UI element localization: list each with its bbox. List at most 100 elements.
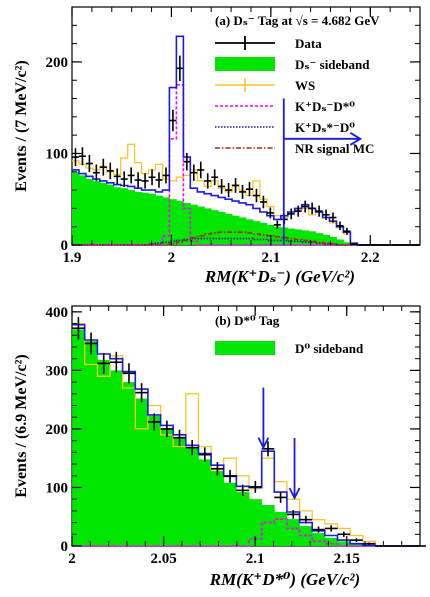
- panel-0-sideband-bar: [343, 242, 351, 245]
- panel-b-axis-ticks: 2 2.05 2.1 2.15 0 100 200 300 400: [46, 305, 421, 567]
- panel-b-annotation-arrows: [257, 387, 301, 501]
- panel-1-x-tick-label: 2.15: [334, 551, 360, 567]
- panel-0-sideband-bar: [266, 224, 275, 245]
- panel-0-sideband-bar: [232, 215, 240, 245]
- panel-a-legend: Data Dₛ⁻ sideband WS K⁺Dₛ⁻D*⁰ K⁺Dₛ*⁻D⁰ NR sig…: [215, 36, 374, 156]
- panel-a-ylabel: Events / (7 MeV/c²): [13, 60, 30, 191]
- panel-1-sideband-bar: [223, 482, 237, 546]
- panel-0-y-tick-label: 0: [61, 238, 69, 254]
- panel-1-legend-label: D⁰ sideband: [295, 341, 364, 356]
- panel-b-histogram: 2 2.05 2.1 2.15 0 100 200 300 400 (b) D*⁰ Tag D⁰…: [13, 305, 426, 589]
- panel-1-y-tick-label: 0: [61, 539, 69, 555]
- panel-1-series-4-line: [72, 323, 420, 547]
- panel-1-sideband-bar: [324, 537, 338, 546]
- panel-0-sideband-bar: [155, 195, 163, 245]
- panel-0-sideband-bar: [239, 217, 247, 245]
- panel-0-sideband-bar: [211, 210, 219, 245]
- panel-b-legend: D⁰ sideband: [215, 341, 364, 356]
- panel-0-y-tick-label: 100: [46, 146, 69, 162]
- panel-0-sideband-bar: [99, 182, 108, 245]
- panel-1-y-tick-label: 100: [46, 480, 69, 496]
- panel-0-sideband-bar: [141, 192, 149, 245]
- panel-1-sideband-bar: [249, 499, 262, 546]
- panel-0-series-6-line: [72, 35, 420, 246]
- panel-1-y-tick-label: 300: [46, 363, 69, 379]
- panel-0-sideband-bar: [225, 213, 233, 245]
- panel-0-sideband-bar: [85, 179, 94, 245]
- panel-1-sideband-bar: [198, 459, 212, 546]
- panel-b-ylabel: Events / (6.9 MeV/c²): [13, 354, 30, 497]
- panel-b-sideband-fill: [72, 329, 376, 546]
- panel-1-sideband-bar: [286, 519, 300, 546]
- panel-0-sideband-bar: [190, 204, 198, 245]
- panel-0-sideband-bar: [308, 231, 316, 245]
- panel-1-sideband-bar: [110, 370, 123, 546]
- panel-0-sideband-bar: [336, 239, 344, 245]
- panel-0-sideband-bar: [253, 221, 261, 245]
- panel-0-sideband-bar: [197, 206, 205, 245]
- panel-1-x-tick-label: 2: [68, 551, 76, 567]
- panel-0-sideband-bar: [79, 175, 87, 245]
- panel-1-sideband-bar: [147, 416, 161, 546]
- panel-1-x-tick-label: 2.1: [246, 551, 265, 567]
- panel-1-sideband-bar: [185, 447, 199, 546]
- panel-0-legend-label: K⁺Dₛ⁻D*⁰: [295, 99, 355, 114]
- panel-0-sideband-bar: [106, 184, 115, 245]
- panel-1-down-arrow-head: [257, 437, 270, 450]
- panel-0-x-tick-label: 2: [168, 250, 176, 266]
- panel-0-sideband-bar: [183, 202, 191, 245]
- panel-0-sideband-bar: [273, 226, 282, 245]
- panel-1-sideband-bar: [236, 492, 250, 546]
- panel-a-tag: (a) Dₛ⁻ Tag at √s = 4.682 GeV: [215, 13, 380, 28]
- panel-1-sideband-bar: [122, 382, 136, 546]
- panel-0-sideband-bar: [315, 233, 323, 245]
- panel-0-series-4-line: [72, 237, 420, 246]
- panel-1-sideband-bar: [261, 505, 275, 546]
- panel-1-y-tick-label: 400: [46, 305, 69, 321]
- panel-0-legend-label: Data: [295, 36, 322, 51]
- panel-0-sideband-bar: [176, 201, 184, 245]
- panel-0-sideband-bar: [162, 197, 170, 245]
- panel-0-sideband-bar: [169, 199, 177, 245]
- panel-a-axis-ticks: 1.9 2 2.1 2.2 0 100 200: [46, 6, 420, 266]
- panel-0-sideband-bar: [287, 228, 296, 245]
- panel-b-data-points: [72, 316, 426, 547]
- panel-0-sideband-bar: [218, 212, 226, 245]
- panel-0-sideband-bar: [294, 229, 303, 245]
- panel-0-sideband-bar: [329, 236, 337, 245]
- panel-0-legend-label: K⁺Dₛ*⁻D⁰: [295, 120, 355, 135]
- panel-0-x-tick-label: 1.9: [63, 250, 82, 266]
- panel-1-sideband-bar: [312, 533, 326, 546]
- panel-1-x-tick-label: 2.05: [150, 551, 176, 567]
- panel-1-sideband-bar: [72, 329, 86, 546]
- panel-0-sideband-bar: [301, 230, 310, 245]
- panel-0-sideband-bar: [92, 180, 101, 245]
- panel-0-legend-label: NR signal MC: [295, 141, 374, 156]
- panel-1-sideband-bar: [97, 359, 111, 546]
- panel-1-sideband-bar: [211, 471, 225, 546]
- panel-0-sideband-bar: [113, 187, 122, 245]
- panel-b-series-lines: [72, 322, 420, 547]
- panel-0-x-tick-label: 2.1: [261, 250, 280, 266]
- panel-0-sideband-bar: [120, 188, 129, 245]
- panel-a-xlabel: RM(K⁺Dₛ⁻) (GeV/c²): [204, 267, 355, 286]
- panel-1-sideband-bar: [350, 544, 364, 546]
- panel-a-histogram: 1.9 2 2.1 2.2 0 100 200 (a) Dₛ⁻ Tag at √s = 4.…: [13, 6, 421, 286]
- panel-0-legend-label: Dₛ⁻ sideband: [295, 57, 370, 72]
- panel-a-series-lines: [72, 35, 420, 246]
- panel-0-sideband-bar: [322, 234, 330, 245]
- panel-0-sideband-bar: [134, 191, 142, 245]
- panel-0-sideband-bar: [204, 208, 212, 245]
- panel-1-sideband-bar: [84, 341, 98, 546]
- panel-1-sideband-bar: [135, 398, 149, 546]
- panel-b-tag: (b) D*⁰ Tag: [215, 313, 280, 328]
- panel-1-legend-fill-swatch: [215, 341, 275, 355]
- panel-0-arrow-head: [349, 132, 363, 146]
- panel-1-sideband-bar: [160, 428, 174, 546]
- panel-0-sideband-bar: [127, 190, 136, 245]
- panel-0-legend-fill-swatch: [215, 57, 275, 71]
- panel-1-series-3-line: [72, 518, 420, 547]
- panel-0-sideband-bar: [246, 219, 254, 245]
- panel-1-sideband-bar: [274, 512, 288, 546]
